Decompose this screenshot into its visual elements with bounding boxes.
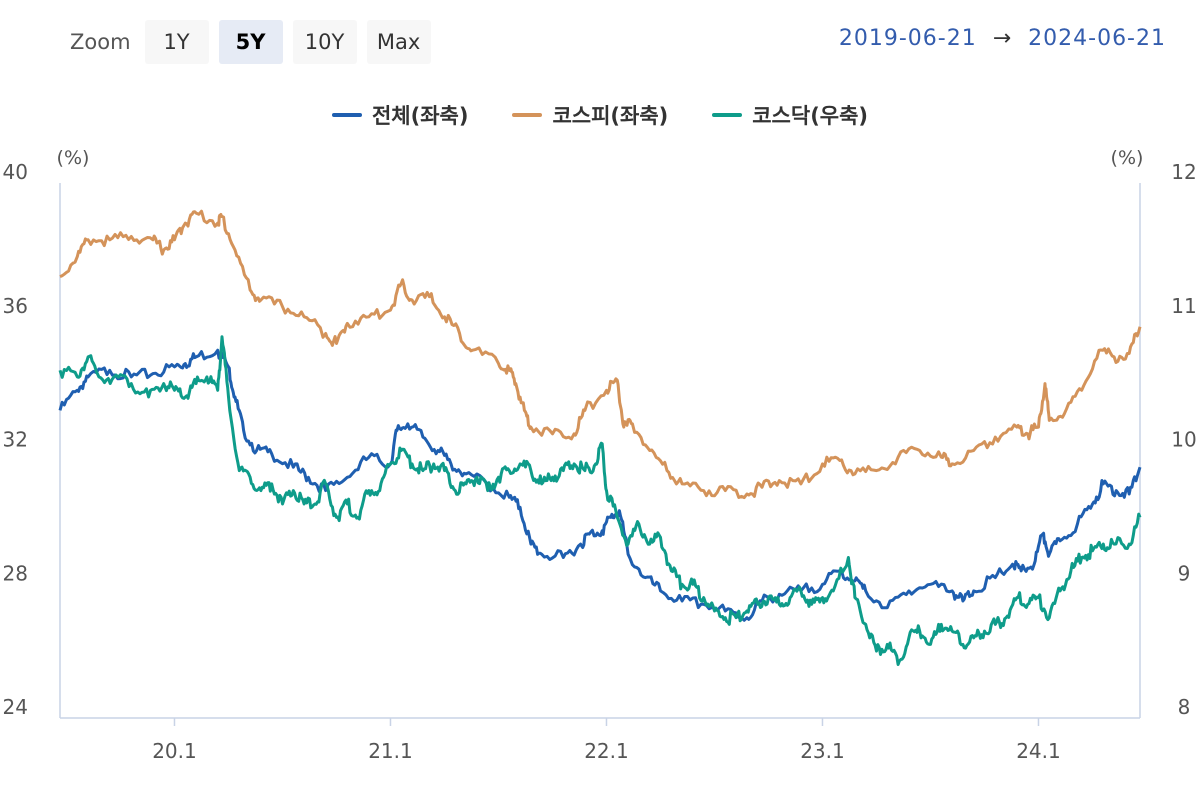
x-tick-label: 23.1 [800,739,845,763]
legend-item-kosdaq[interactable]: 코스닥(우축) [712,100,868,130]
date-range: 2019-06-21 → 2024-06-21 [839,26,1166,51]
x-tick-label: 21.1 [368,739,413,763]
x-tick-label: 20.1 [152,739,197,763]
legend-label-kosdaq: 코스닥(우축) [752,104,869,128]
y-left-tick-label: 28 [3,561,28,585]
range-end-date[interactable]: 2024-06-21 [1028,26,1166,51]
zoom-label: Zoom [70,30,131,54]
legend-swatch-kosdaq [712,113,743,117]
y-right-tick-label: 10 [1171,428,1196,452]
legend-swatch-kospi [512,113,543,117]
x-tick-label: 24.1 [1016,739,1061,763]
y-right-tick-label: 11 [1171,294,1196,318]
series-line-2[interactable] [58,335,1142,666]
range-start-date[interactable]: 2019-06-21 [838,26,977,51]
legend-label-total: 전체(좌축) [371,104,469,128]
x-tick-label: 22.1 [584,739,629,763]
series-lines [58,209,1142,666]
chart-legend: 전체(좌축) 코스피(좌축) 코스닥(우축) [0,100,1200,130]
y-right-unit: (%) [1111,147,1144,169]
zoom-5y-button[interactable]: 5Y [218,20,283,64]
y-left-tick-label: 40 [3,160,28,184]
series-line-0[interactable] [58,348,1142,622]
legend-swatch-total [331,113,362,117]
zoom-1y-button[interactable]: 1Y [144,20,209,64]
legend-item-total[interactable]: 전체(좌축) [331,100,469,130]
y-left-tick-label: 36 [3,294,28,318]
y-right-tick-label: 8 [1178,695,1191,719]
zoom-max-button[interactable]: Max [366,20,431,64]
y-right-tick-label: 12 [1171,160,1196,184]
range-arrow-icon: → [992,26,1013,51]
y-left-unit: (%) [57,147,90,169]
zoom-10y-button[interactable]: 10Y [292,20,357,64]
legend-label-kospi: 코스피(좌축) [552,104,669,128]
series-line-1[interactable] [59,209,1142,500]
y-left-tick-label: 24 [3,695,28,719]
legend-item-kospi[interactable]: 코스피(좌축) [512,100,668,130]
zoom-bar: Zoom 1Y 5Y 10Y Max [70,20,431,64]
y-left-tick-label: 32 [3,428,28,452]
tick-labels: 40 36 32 28 24 12 11 10 9 8 20.1 21.1 22.1 23.1 24.1 [3,160,1197,763]
y-right-tick-label: 9 [1178,561,1191,585]
